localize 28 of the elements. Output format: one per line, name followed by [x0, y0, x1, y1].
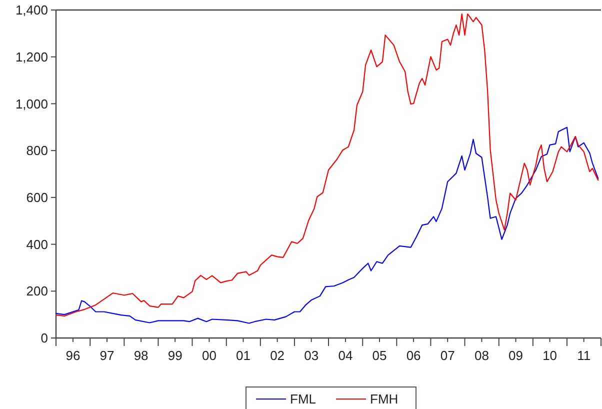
x-tick-label: 99: [168, 348, 182, 363]
y-tick-label: 400: [26, 236, 48, 252]
x-tick-label: 97: [100, 348, 114, 363]
x-tick-label: 02: [270, 348, 285, 363]
y-tick-label: 1,000: [15, 96, 48, 112]
x-tick-label: 00: [202, 348, 216, 363]
x-tick-label: 98: [134, 348, 148, 363]
x-tick-label: 11: [577, 348, 591, 363]
y-tick-label: 0: [40, 330, 48, 346]
y-tick-label: 1,200: [15, 49, 48, 64]
x-tick-label: 03: [304, 348, 319, 363]
y-tick-label: 600: [26, 190, 48, 205]
line-series: [55, 13, 599, 317]
legend-label: FMH: [370, 392, 398, 407]
legend-label: FML: [290, 392, 316, 407]
x-tick-label: 09: [508, 348, 523, 363]
line-series: [55, 126, 599, 324]
x-tick-label: 96: [66, 348, 80, 363]
y-tick-label: 200: [26, 284, 48, 299]
x-tick-label: 10: [542, 348, 558, 363]
x-tick-label: 08: [474, 348, 489, 363]
x-tick-label: 06: [406, 348, 421, 363]
x-tick-label: 05: [372, 348, 387, 363]
y-tick-label: 800: [26, 143, 48, 158]
x-tick-label: 04: [338, 348, 353, 363]
y-tick-label: 1,400: [15, 2, 48, 18]
x-tick-label: 01: [236, 348, 250, 363]
x-tick-label: 07: [440, 348, 455, 363]
